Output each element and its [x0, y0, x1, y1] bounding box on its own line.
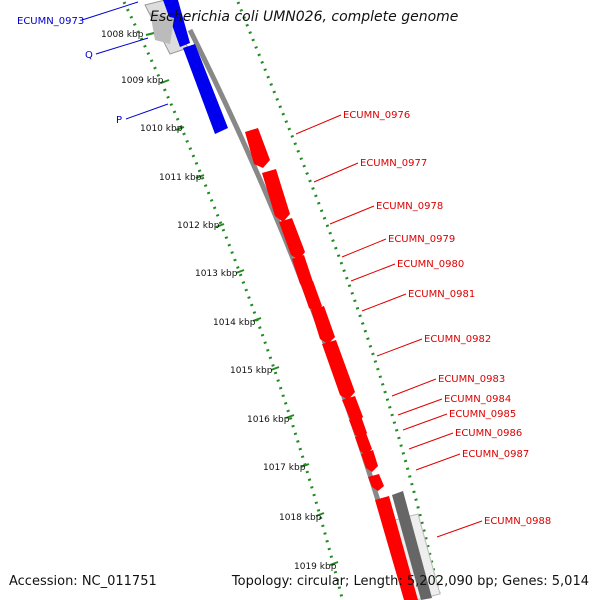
gene-label-forward[interactable]: P [116, 115, 122, 126]
gene-label-reverse[interactable]: ECUMN_0983 [438, 374, 505, 385]
leader-line [295, 114, 342, 135]
tick-ring-outer [236, 1, 442, 599]
tick-label: 1010 kbp [140, 124, 183, 134]
leader-line [402, 413, 448, 431]
tick-label: 1013 kbp [195, 269, 238, 279]
gene-label-reverse[interactable]: ECUMN_0979 [388, 234, 455, 245]
topology-label: Topology: circular; Length: 5,202,090 bp… [231, 574, 589, 589]
gene-label-forward[interactable]: ECUMN_0973 [17, 16, 84, 27]
tick-label: 1018 kbp [279, 513, 322, 523]
tick-label: 1011 kbp [159, 173, 202, 183]
tick-label: 1016 kbp [247, 415, 290, 425]
tick-label: 1012 kbp [177, 221, 220, 231]
forward-gene-ECUMN_0973[interactable] [163, 0, 190, 47]
leader-line [408, 432, 454, 450]
leader-line [313, 162, 359, 183]
leader-line [376, 338, 423, 357]
tick-label: 1009 kbp [121, 76, 164, 86]
leader-line [391, 378, 437, 397]
reverse-gene-ECUMN_0977[interactable] [262, 169, 290, 222]
gene-label-reverse[interactable]: ECUMN_0986 [455, 428, 522, 439]
accession-label: Accession: NC_011751 [9, 574, 157, 589]
reverse-gene-ECUMN_0988[interactable] [375, 496, 418, 600]
gene-label-reverse[interactable]: ECUMN_0981 [408, 289, 475, 300]
tick-label: 1008 kbp [101, 30, 144, 40]
forward-gene-P[interactable] [183, 44, 228, 134]
gene-label-reverse[interactable]: ECUMN_0988 [484, 516, 551, 527]
tick-label: 1019 kbp [294, 562, 337, 572]
reverse-gene-ECUMN_0978[interactable] [279, 218, 305, 260]
leader-line [329, 205, 375, 225]
map-title: Escherichia coli UMN026, complete genome [150, 9, 459, 25]
tick-ring-inner [122, 1, 344, 599]
reverse-gene-ECUMN_0983[interactable] [342, 396, 363, 423]
forward-gene-Q[interactable] [150, 12, 174, 44]
reverse-gene-ECUMN_0982[interactable] [322, 340, 355, 400]
gene-label-reverse[interactable]: ECUMN_0977 [360, 158, 427, 169]
tick-marks [145, 32, 339, 566]
leader-line [361, 293, 407, 312]
reverse-gene-ECUMN_0986[interactable] [361, 450, 378, 472]
leader-line [436, 520, 483, 538]
gene-label-reverse[interactable]: ECUMN_0978 [376, 201, 443, 212]
gene-label-forward[interactable]: Q [85, 50, 93, 61]
leader-line [81, 1, 139, 21]
gene-label-reverse[interactable]: ECUMN_0987 [462, 449, 529, 460]
reverse-gene-ECUMN_0976[interactable] [245, 128, 270, 168]
gene-label-reverse[interactable]: ECUMN_0985 [449, 409, 516, 420]
tick-label: 1014 kbp [213, 318, 256, 328]
gene-label-reverse[interactable]: ECUMN_0982 [424, 334, 491, 345]
gene-label-reverse[interactable]: ECUMN_0984 [444, 394, 511, 405]
leader-line [397, 398, 443, 416]
reverse-gene-ECUMN_0987[interactable] [368, 474, 384, 491]
tick-label: 1015 kbp [230, 366, 273, 376]
gene-label-reverse[interactable]: ECUMN_0976 [343, 110, 410, 121]
gene-label-reverse[interactable]: ECUMN_0980 [397, 259, 464, 270]
leader-line [350, 263, 396, 282]
reverse-gene-ECUMN_0979[interactable] [292, 255, 313, 289]
reverse-gene-ECUMN_0984[interactable] [349, 416, 367, 438]
reverse-gene-ECUMN_0980[interactable] [301, 281, 322, 312]
tick-label: 1017 kbp [263, 463, 306, 473]
leader-line [125, 103, 169, 120]
reverse-gene-ECUMN_0981[interactable] [311, 306, 335, 344]
reverse-gene-ECUMN_0985[interactable] [355, 433, 372, 455]
leader-line [95, 37, 149, 55]
other-feature-bottom [392, 491, 432, 600]
leader-line [341, 238, 387, 258]
leader-line [415, 453, 461, 471]
